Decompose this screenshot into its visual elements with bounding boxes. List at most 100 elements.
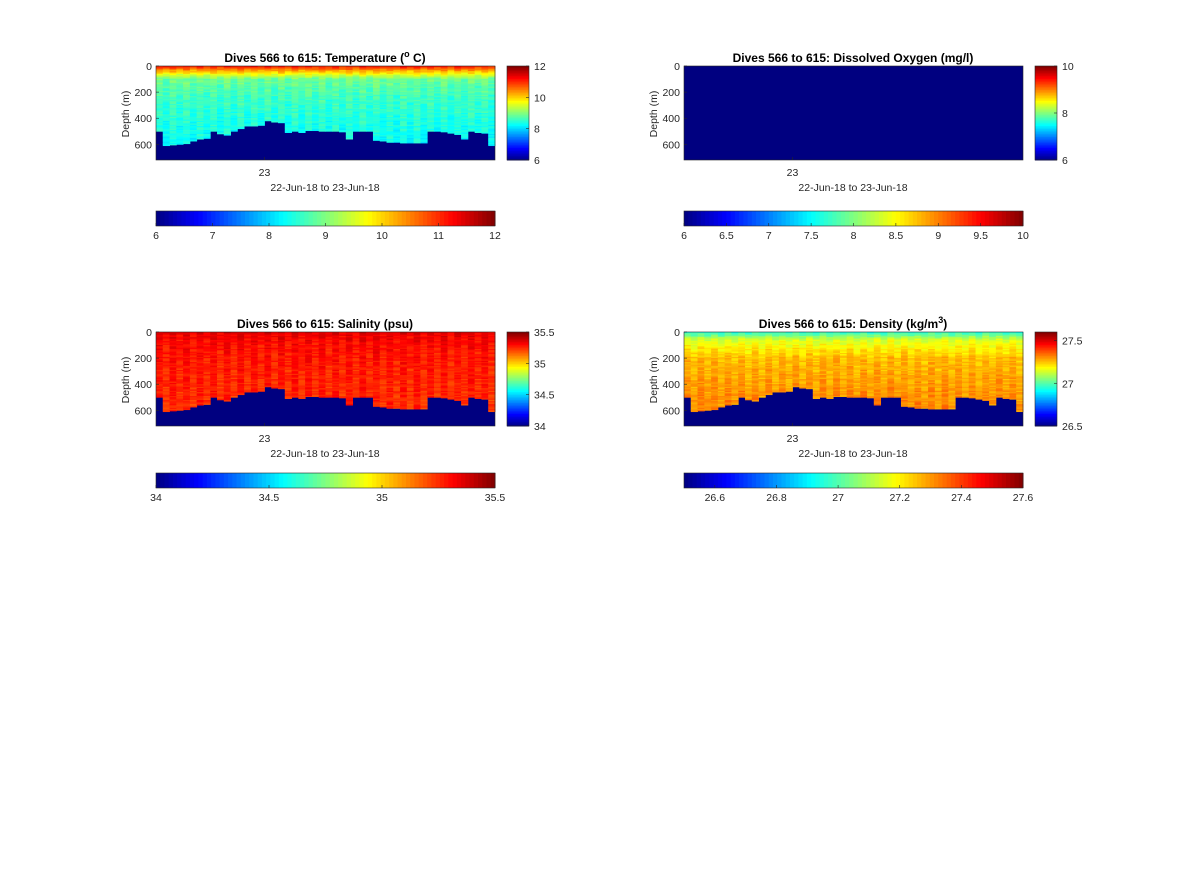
temperature-cell bbox=[189, 89, 198, 92]
temperature-cell bbox=[352, 105, 360, 107]
salinity-cell bbox=[393, 385, 401, 388]
temperature-cell bbox=[393, 113, 401, 115]
salinity-cell bbox=[257, 367, 265, 369]
temperature-cell bbox=[210, 94, 218, 97]
temperature-cell bbox=[372, 96, 381, 98]
salinity-cell bbox=[400, 401, 408, 403]
temperature-cell bbox=[189, 66, 198, 68]
salinity-cell bbox=[305, 339, 313, 342]
temperature-cell bbox=[400, 139, 408, 141]
temperature-cell bbox=[230, 119, 238, 122]
salinity-cell bbox=[189, 397, 198, 399]
temperature-cell bbox=[318, 105, 326, 107]
temperature-cell bbox=[467, 93, 476, 96]
temperature-cell bbox=[454, 107, 462, 110]
salinity-cell bbox=[393, 347, 401, 350]
salinity-cell bbox=[386, 399, 394, 402]
temperature-colorbar-swatch bbox=[507, 105, 529, 108]
salinity-cell bbox=[352, 337, 360, 339]
temperature-cell bbox=[332, 76, 340, 79]
temperature-hcolorbar-swatch bbox=[168, 211, 174, 226]
salinity-cell bbox=[169, 338, 177, 341]
salinity-cell bbox=[250, 332, 259, 334]
temperature-cell bbox=[393, 81, 401, 84]
temperature-cell bbox=[467, 96, 476, 98]
temperature-cell bbox=[318, 85, 326, 88]
temperature-colorbar-tick-label: 12 bbox=[534, 61, 546, 73]
temperature-cell bbox=[393, 122, 401, 124]
salinity-cell bbox=[318, 388, 326, 390]
temperature-cell bbox=[332, 81, 340, 84]
temperature-cell bbox=[339, 96, 347, 98]
temperature-cell bbox=[440, 103, 448, 106]
salinity-cell bbox=[379, 350, 387, 352]
salinity-cell bbox=[223, 392, 231, 394]
temperature-cell bbox=[156, 106, 164, 109]
temperature-cell bbox=[278, 92, 286, 94]
temperature-cell bbox=[400, 86, 408, 89]
temperature-cell bbox=[467, 89, 476, 92]
temperature-cell bbox=[427, 109, 435, 111]
salinity-cell bbox=[352, 392, 360, 394]
salinity-cell bbox=[196, 362, 204, 364]
salinity-cell bbox=[400, 355, 408, 358]
salinity-cell bbox=[250, 350, 259, 352]
temperature-cell bbox=[481, 131, 489, 133]
salinity-cell bbox=[244, 350, 252, 352]
salinity-cell bbox=[325, 334, 333, 337]
temperature-cell bbox=[230, 126, 238, 128]
salinity-cell bbox=[406, 363, 415, 366]
temperature-cell bbox=[366, 94, 374, 97]
salinity-cell bbox=[250, 384, 259, 386]
oxygen-colorbar-swatch bbox=[1035, 91, 1057, 94]
temperature-cell bbox=[427, 92, 435, 94]
temperature-cell bbox=[257, 120, 265, 123]
temperature-cell bbox=[420, 103, 428, 106]
temperature-cell bbox=[298, 72, 306, 75]
oxygen-hcolorbar-swatch bbox=[883, 211, 888, 226]
temperature-cell bbox=[311, 77, 320, 80]
temperature-cell bbox=[298, 126, 306, 128]
salinity-cell bbox=[203, 339, 211, 342]
salinity-cell bbox=[162, 405, 170, 407]
salinity-cell bbox=[332, 345, 340, 347]
temperature-cell bbox=[311, 111, 320, 114]
temperature-cell bbox=[433, 88, 442, 90]
oxygen-xlabel: 22-Jun-18 to 23-Jun-18 bbox=[798, 182, 907, 194]
temperature-cell bbox=[372, 123, 381, 126]
salinity-cell bbox=[298, 382, 306, 385]
temperature-cell bbox=[461, 86, 469, 89]
oxygen-colorbar-swatch bbox=[1035, 108, 1057, 111]
temperature-cell bbox=[311, 123, 320, 126]
temperature-hcolorbar-swatch bbox=[439, 211, 445, 226]
salinity-cell bbox=[156, 348, 164, 351]
temperature-cell bbox=[400, 85, 408, 88]
salinity-cell bbox=[176, 397, 184, 399]
salinity-cell bbox=[339, 380, 347, 383]
temperature-cell bbox=[427, 97, 435, 100]
temperature-cell bbox=[217, 113, 225, 115]
temperature-cell bbox=[311, 114, 320, 117]
temperature-cell bbox=[223, 109, 231, 111]
salinity-cell bbox=[372, 380, 381, 383]
salinity-cell bbox=[393, 372, 401, 375]
temperature-cell bbox=[447, 67, 455, 70]
temperature-cell bbox=[413, 114, 421, 117]
temperature-cell bbox=[183, 136, 191, 139]
salinity-cell bbox=[244, 364, 252, 367]
temperature-cell bbox=[474, 92, 482, 94]
temperature-cell bbox=[413, 97, 421, 100]
salinity-cell bbox=[366, 334, 374, 337]
temperature-cell bbox=[386, 92, 394, 94]
salinity-cell bbox=[379, 397, 387, 399]
temperature-cell bbox=[400, 129, 408, 132]
salinity-cell bbox=[176, 371, 184, 373]
temperature-cell bbox=[413, 69, 421, 72]
temperature-cell bbox=[400, 84, 408, 86]
salinity-cell bbox=[393, 365, 401, 368]
temperature-cell bbox=[406, 80, 415, 83]
temperature-cell bbox=[474, 77, 482, 80]
salinity-cell bbox=[298, 376, 306, 379]
salinity-cell bbox=[339, 382, 347, 385]
temperature-cell bbox=[237, 107, 245, 110]
